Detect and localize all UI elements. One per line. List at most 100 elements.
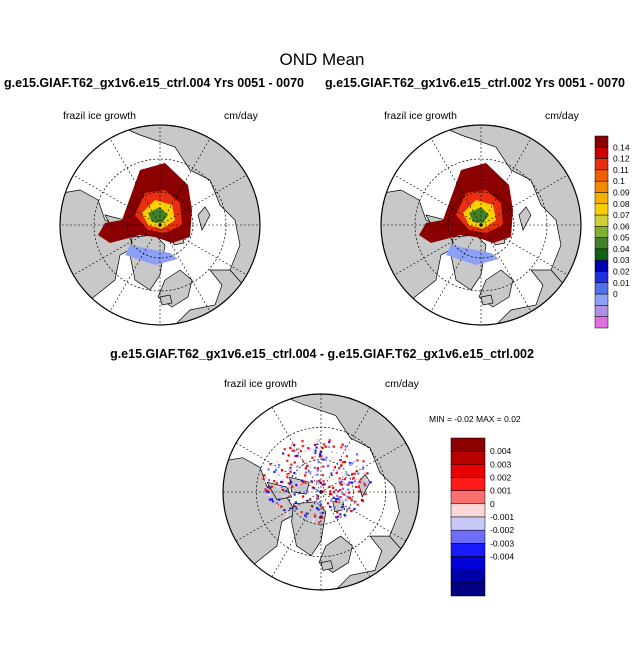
diff-diff-cell — [278, 464, 281, 467]
diff-diff-cell — [347, 496, 351, 499]
diff-diff-cell — [291, 478, 295, 481]
diff-diff-cell — [263, 474, 266, 477]
diff-colorbar-tick-label: 0.002 — [490, 473, 512, 483]
main-colorbar-swatch — [594, 271, 609, 284]
diff-diff-cell — [291, 449, 294, 452]
diff-diff-cell — [303, 460, 307, 463]
diff-diff-cell — [357, 482, 360, 485]
diff-diff-cell — [319, 516, 322, 519]
diff-diff-cell — [304, 471, 307, 474]
diff-diff-cell — [300, 457, 304, 461]
left-variable-label: frazil ice growth — [63, 110, 136, 122]
diff-diff-cell — [281, 469, 284, 472]
diff-diff-cell — [313, 466, 316, 469]
diff-diff-cell — [289, 507, 292, 510]
diff-diff-cell — [318, 453, 322, 456]
diff-diff-cell — [323, 443, 326, 446]
diff-land-eurasia — [266, 394, 419, 554]
diff-colorbar-tick-label: -0.001 — [490, 512, 514, 522]
diff-diff-cell — [340, 446, 343, 449]
diff-diff-cell — [270, 485, 273, 488]
main-colorbar-tick-label: 0.1 — [613, 176, 625, 186]
diff-diff-cell — [290, 443, 293, 446]
diff-diff-cell — [351, 499, 354, 502]
diff-diff-cell — [291, 485, 294, 488]
left-meridian-1 — [159, 224, 247, 276]
main-colorbar-tick-label: 0.03 — [613, 255, 630, 265]
diff-colorbar-swatch — [450, 450, 486, 465]
diff-diff-cell — [267, 479, 270, 482]
left-meridian-11 — [159, 174, 247, 226]
diff-colorbar-tick-label: 0.003 — [490, 459, 512, 469]
diff-diff-cell — [348, 461, 352, 465]
diff-diff-cell — [318, 501, 321, 504]
diff-diff-cell — [304, 514, 307, 517]
diff-diff-cell — [293, 449, 296, 452]
diff-diff-cell — [335, 492, 338, 495]
diff-land-arch1 — [266, 481, 293, 501]
diff-diff-cell — [299, 450, 303, 453]
diff-diff-cell — [341, 480, 345, 483]
diff-diff-cell — [301, 497, 304, 500]
diff-diff-cell — [332, 472, 335, 476]
diff-diff-cell — [319, 481, 322, 484]
diff-diff-cell — [316, 442, 319, 445]
diff-diff-cell — [337, 515, 340, 518]
diff-diff-cell — [268, 498, 271, 501]
left-map-border — [59, 124, 261, 326]
diff-diff-cell — [343, 478, 346, 481]
diff-diff-cell — [348, 481, 351, 484]
diff-diff-cell — [345, 473, 348, 476]
diff-diff-cell — [338, 477, 341, 480]
diff-diff-cell — [358, 481, 361, 484]
left-field-edge — [125, 245, 178, 265]
diff-diff-cell — [296, 465, 299, 468]
diff-diff-cell — [329, 505, 332, 508]
diff-diff-cell — [353, 507, 356, 510]
diff-diff-cell — [316, 501, 319, 504]
right-meridian-4 — [430, 224, 482, 312]
diff-diff-cell — [343, 482, 346, 485]
diff-meridian-7 — [235, 442, 322, 493]
diff-diff-cell — [355, 485, 358, 489]
diff-diff-cell — [337, 500, 340, 503]
diff-diff-cell — [281, 488, 285, 491]
diff-diff-cell — [337, 497, 340, 500]
diff-diff-cell — [319, 451, 322, 454]
right-meridian-7 — [394, 174, 482, 226]
diff-diff-cell — [297, 483, 300, 486]
diff-diff-cell — [316, 439, 319, 443]
diff-diff-cell — [298, 491, 301, 495]
right-land-iceland — [480, 294, 494, 306]
diff-meridian-10 — [320, 406, 371, 493]
right-meridian-2 — [480, 224, 532, 312]
diff-diff-cell — [341, 475, 344, 478]
diff-diff-cell — [341, 492, 344, 495]
diff-diff-cell — [268, 493, 271, 497]
diff-diff-cell — [316, 489, 319, 492]
diff-diff-cell — [290, 492, 293, 495]
diff-diff-cell — [349, 463, 352, 466]
diff-diff-cell — [357, 504, 360, 507]
diff-diff-cell — [294, 501, 297, 504]
diff-diff-cell — [341, 506, 344, 509]
diff-colorbar-swatch — [450, 477, 486, 491]
diff-diff-cell — [366, 492, 369, 496]
diff-diff-cell — [341, 443, 344, 446]
diff-diff-cell — [333, 506, 336, 509]
diff-diff-cell — [280, 485, 284, 488]
diff-diff-cell — [334, 498, 338, 501]
diff-diff-cell — [321, 483, 324, 486]
diff-diff-cell — [306, 464, 309, 467]
diff-diff-cell — [275, 482, 278, 485]
main-colorbar-swatch — [594, 192, 609, 205]
diff-diff-cell — [267, 468, 270, 471]
diff-diff-cell — [275, 502, 278, 505]
main-colorbar-tick-label: 0.04 — [613, 244, 630, 254]
diff-diff-cell — [318, 448, 321, 451]
diff-diff-cell — [331, 478, 334, 481]
diff-diff-cell — [361, 467, 364, 470]
diff-diff-cell — [289, 484, 292, 488]
diff-diff-cell — [342, 499, 345, 502]
diff-diff-cell — [316, 467, 319, 470]
